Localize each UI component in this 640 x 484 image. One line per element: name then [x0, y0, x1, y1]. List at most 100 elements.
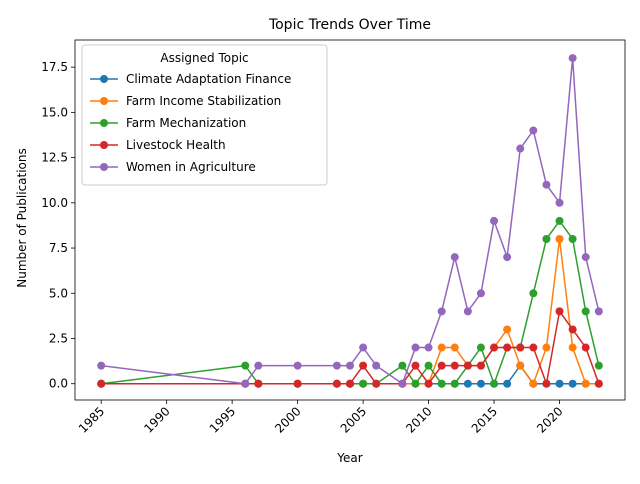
legend-title: Assigned Topic: [160, 51, 248, 65]
data-point: [411, 343, 420, 352]
legend-box: [81, 44, 328, 186]
legend-item: Climate Adaptation Finance: [90, 72, 291, 86]
legend-marker: [100, 97, 108, 105]
y-axis-label: Number of Publications: [15, 148, 29, 288]
data-point: [529, 379, 538, 388]
data-point: [581, 343, 590, 352]
legend-label: Climate Adaptation Finance: [126, 72, 291, 86]
legend-item: Women in Agriculture: [90, 160, 256, 174]
y-tick-label: 12.5: [41, 151, 68, 165]
data-point: [450, 343, 459, 352]
data-point: [463, 361, 472, 370]
data-point: [555, 379, 564, 388]
data-point: [476, 343, 485, 352]
data-point: [568, 343, 577, 352]
data-point: [568, 325, 577, 334]
data-point: [424, 379, 433, 388]
data-point: [241, 379, 250, 388]
chart-title: Topic Trends Over Time: [268, 17, 431, 33]
legend: Assigned Topic Climate Adaptation Finance…: [81, 44, 328, 186]
y-tick-label: 5.0: [49, 286, 68, 300]
data-point: [581, 379, 590, 388]
data-point: [346, 379, 354, 388]
data-point: [332, 379, 341, 388]
legend-item: Livestock Health: [90, 138, 226, 152]
data-point: [372, 379, 381, 388]
data-point: [581, 253, 590, 262]
data-point: [581, 307, 590, 316]
data-point: [529, 289, 538, 298]
data-point: [516, 343, 525, 352]
data-point: [555, 234, 564, 243]
data-point: [516, 361, 525, 370]
data-point: [555, 198, 564, 207]
data-point: [490, 343, 499, 352]
y-tick-label: 15.0: [41, 105, 68, 119]
y-tick-label: 7.5: [49, 241, 68, 255]
data-point: [359, 361, 368, 370]
legend-item: Farm Mechanization: [90, 116, 246, 130]
y-tick-label: 0.0: [49, 377, 68, 391]
data-point: [398, 361, 407, 370]
data-point: [542, 180, 551, 189]
data-point: [516, 144, 525, 153]
data-point: [424, 343, 433, 352]
data-point: [476, 379, 485, 388]
data-point: [332, 361, 341, 370]
data-point: [568, 234, 577, 243]
data-point: [542, 379, 551, 388]
data-point: [568, 379, 577, 388]
data-point: [463, 379, 472, 388]
series-line: [101, 310, 600, 385]
data-point: [503, 325, 512, 334]
data-point: [529, 126, 538, 135]
legend-item: Farm Income Stabilization: [90, 94, 281, 108]
data-point: [97, 379, 106, 388]
data-point: [594, 307, 603, 316]
data-point: [529, 343, 538, 352]
data-point: [411, 361, 420, 370]
data-point: [568, 54, 577, 63]
data-point: [594, 361, 603, 370]
legend-label: Farm Mechanization: [126, 116, 246, 130]
axes-frame: [74, 39, 626, 401]
data-point: [503, 343, 512, 352]
series-4: [97, 54, 603, 388]
data-point: [450, 379, 459, 388]
data-point: [555, 307, 564, 316]
data-point: [293, 379, 302, 388]
data-point: [555, 216, 564, 225]
x-axis-label: Year: [336, 451, 362, 465]
data-point: [293, 361, 302, 370]
data-point: [594, 379, 603, 388]
data-point: [437, 343, 446, 352]
data-point: [372, 361, 381, 370]
data-point: [450, 361, 459, 370]
legend-marker: [100, 119, 108, 127]
data-point: [97, 361, 106, 370]
data-point: [450, 253, 459, 262]
y-tick-label: 17.5: [41, 60, 68, 74]
plot-area: 1985 1990 1995 2000 2005 2010 2015 20200.02.55.…: [41, 39, 626, 436]
legend-label: Farm Income Stabilization: [126, 94, 281, 108]
data-point: [359, 343, 368, 352]
legend-label: Women in Agriculture: [126, 160, 256, 174]
data-point: [503, 253, 512, 262]
data-point: [542, 343, 551, 352]
data-point: [490, 379, 499, 388]
legend-marker: [100, 141, 108, 149]
data-point: [254, 361, 263, 370]
data-point: [424, 361, 433, 370]
data-point: [542, 234, 551, 243]
data-point: [437, 379, 446, 388]
y-tick-label: 10.0: [41, 196, 68, 210]
data-point: [254, 379, 263, 388]
data-point: [476, 361, 485, 370]
data-point: [398, 379, 407, 388]
data-point: [411, 379, 420, 388]
y-tick-label: 2.5: [49, 331, 68, 345]
data-point: [437, 361, 446, 370]
data-point: [490, 216, 499, 225]
data-point: [503, 379, 512, 388]
